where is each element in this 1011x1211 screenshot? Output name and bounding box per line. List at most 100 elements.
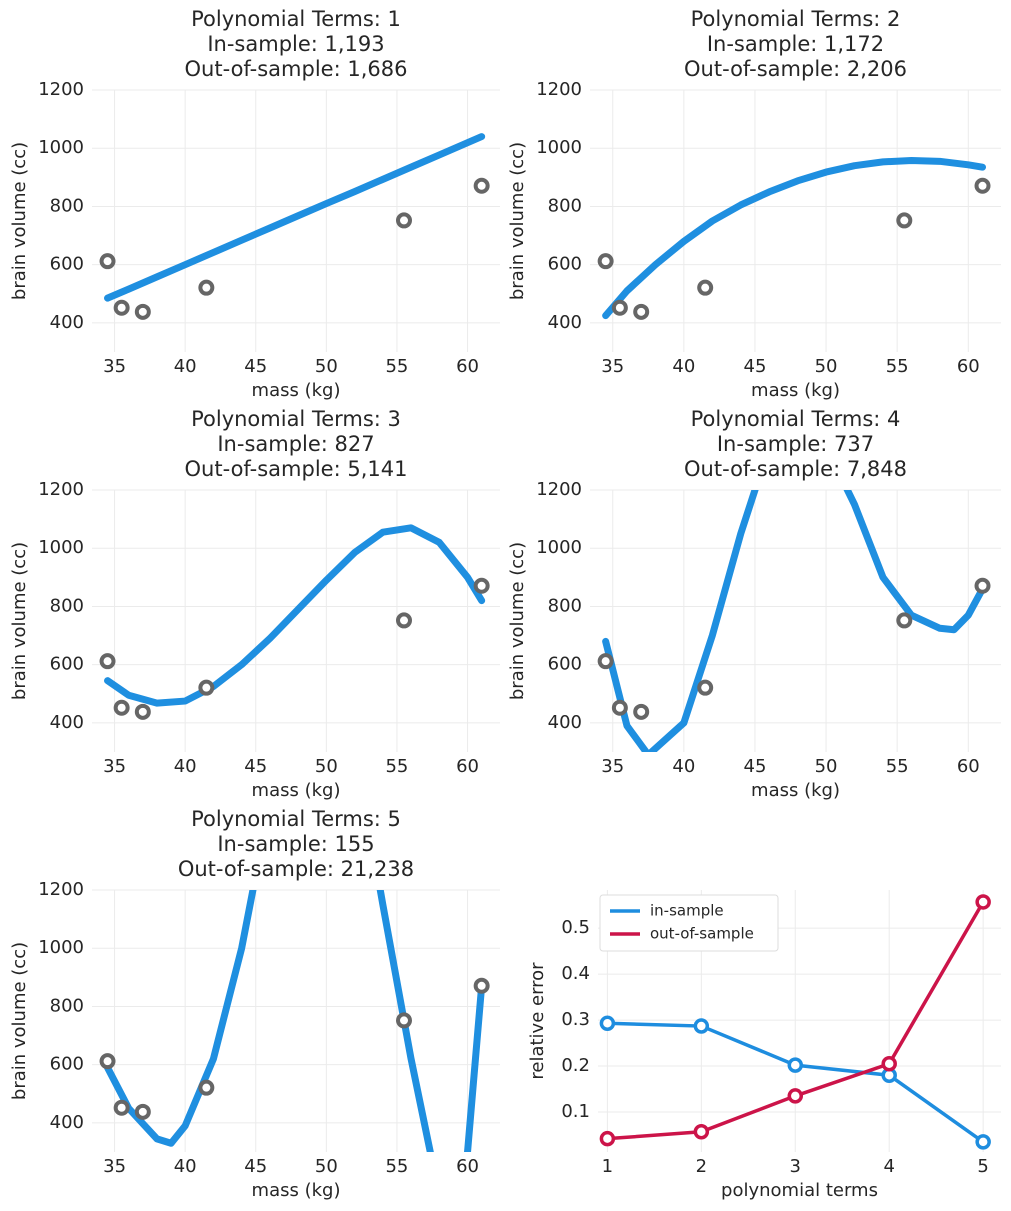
y-tick-label: 1000 (536, 537, 582, 558)
y-tick-label: 0.1 (561, 1101, 590, 1122)
fit-line (104, 524, 486, 707)
fit-line (104, 133, 486, 302)
y-tick-label: 600 (50, 654, 84, 675)
chart-title: Out-of-sample: 1,686 (185, 57, 408, 81)
plot-area (104, 524, 486, 707)
data-point (974, 577, 991, 594)
chart-title: Out-of-sample: 7,848 (684, 457, 907, 481)
chart-title: In-sample: 155 (217, 832, 374, 856)
panel: 35 40 45 50 55 60 400 600 800 1000 1200 mass (kg) br… (9, 407, 500, 801)
x-axis-label: mass (kg) (751, 780, 840, 801)
x-tick-label: 4 (883, 1156, 894, 1177)
chart-title: Out-of-sample: 2,206 (684, 57, 907, 81)
legend-label: in-sample (650, 902, 724, 920)
y-tick-label: 1200 (38, 879, 84, 900)
data-point (473, 977, 490, 994)
panel: 35 40 45 50 55 60 400 600 800 1000 1200 mass (kg) br… (507, 7, 1001, 401)
data-point (99, 1053, 116, 1070)
x-tick-label: 40 (672, 356, 695, 377)
y-tick-label: 800 (50, 195, 84, 216)
x-tick-label: 35 (601, 756, 624, 777)
chart-title: Polynomial Terms: 5 (191, 807, 401, 831)
data-point (693, 1018, 710, 1034)
y-tick-label: 400 (50, 1112, 84, 1133)
x-tick-label: 1 (602, 1156, 613, 1177)
y-tick-label: 0.4 (561, 963, 590, 984)
data-point (113, 299, 130, 316)
data-point (396, 1012, 412, 1029)
data-point (597, 253, 614, 270)
data-point (198, 1079, 215, 1096)
plot-area (104, 890, 486, 1152)
x-tick-label: 55 (886, 356, 909, 377)
x-tick-label: 60 (456, 756, 479, 777)
data-point (881, 1055, 897, 1072)
data-point (611, 699, 628, 716)
x-tick-label: 50 (315, 756, 338, 777)
x-tick-label: 35 (601, 356, 624, 377)
panel: 35 40 45 50 55 60 400 600 800 1000 1200 mass (kg) br… (9, 7, 500, 401)
y-tick-label: 600 (548, 654, 582, 675)
chart-title: Polynomial Terms: 2 (691, 7, 901, 31)
y-tick-label: 1200 (536, 79, 582, 100)
legend-label: out-of-sample (650, 925, 754, 943)
x-tick-label: 55 (886, 756, 909, 777)
y-tick-label: 800 (548, 595, 582, 616)
data-point (599, 1015, 616, 1032)
fit-line (602, 156, 987, 320)
plot-area (602, 156, 987, 320)
y-tick-label: 400 (50, 312, 84, 333)
x-tick-label: 40 (174, 1156, 197, 1177)
data-point (787, 1088, 804, 1104)
x-tick-label: 3 (790, 1156, 801, 1177)
data-point (99, 253, 116, 270)
data-point (113, 699, 130, 716)
chart-title: In-sample: 737 (717, 432, 874, 456)
data-point (473, 177, 490, 194)
x-tick-label: 45 (744, 756, 767, 777)
x-tick-label: 45 (244, 1156, 267, 1177)
x-tick-label: 45 (244, 356, 267, 377)
data-point (693, 1124, 710, 1140)
data-point (198, 279, 215, 296)
y-tick-label: 400 (50, 712, 84, 733)
data-point (396, 612, 412, 629)
data-point (896, 212, 913, 229)
chart-title: Out-of-sample: 21,238 (178, 857, 414, 881)
x-axis-label: mass (kg) (252, 1180, 341, 1201)
fit-line (602, 490, 987, 752)
y-tick-label: 800 (50, 595, 84, 616)
x-axis-label: mass (kg) (252, 780, 341, 801)
y-tick-label: 400 (548, 312, 582, 333)
panel: 1 2 3 4 5 0.1 0.2 0.3 0.4 0.5 polynomial terms rela… (527, 890, 1001, 1201)
y-tick-label: 600 (50, 254, 84, 275)
data-point (473, 577, 490, 594)
y-tick-label: 0.2 (561, 1055, 590, 1076)
data-point (134, 1103, 151, 1120)
x-tick-label: 50 (315, 356, 338, 377)
y-tick-label: 800 (50, 995, 84, 1016)
data-point (113, 1099, 130, 1116)
data-point (611, 299, 628, 316)
x-tick-label: 40 (174, 756, 197, 777)
x-tick-label: 40 (672, 756, 695, 777)
y-axis-label: brain volume (cc) (9, 542, 30, 700)
chart-title: In-sample: 1,172 (707, 32, 884, 56)
data-point (599, 1130, 616, 1147)
y-tick-label: 600 (548, 254, 582, 275)
y-axis-label: brain volume (cc) (9, 142, 30, 300)
data-point (975, 1134, 991, 1150)
x-tick-label: 5 (977, 1156, 988, 1177)
y-tick-label: 600 (50, 1054, 84, 1075)
data-point (633, 703, 650, 720)
y-tick-label: 1200 (38, 79, 84, 100)
data-point (787, 1057, 804, 1073)
y-tick-label: 1000 (536, 137, 582, 158)
data-point (697, 279, 714, 296)
x-tick-label: 60 (456, 1156, 479, 1177)
x-tick-label: 60 (957, 356, 980, 377)
data-point (134, 703, 151, 720)
y-tick-label: 1000 (38, 537, 84, 558)
x-tick-label: 35 (103, 1156, 126, 1177)
y-axis-label: relative error (527, 962, 548, 1080)
